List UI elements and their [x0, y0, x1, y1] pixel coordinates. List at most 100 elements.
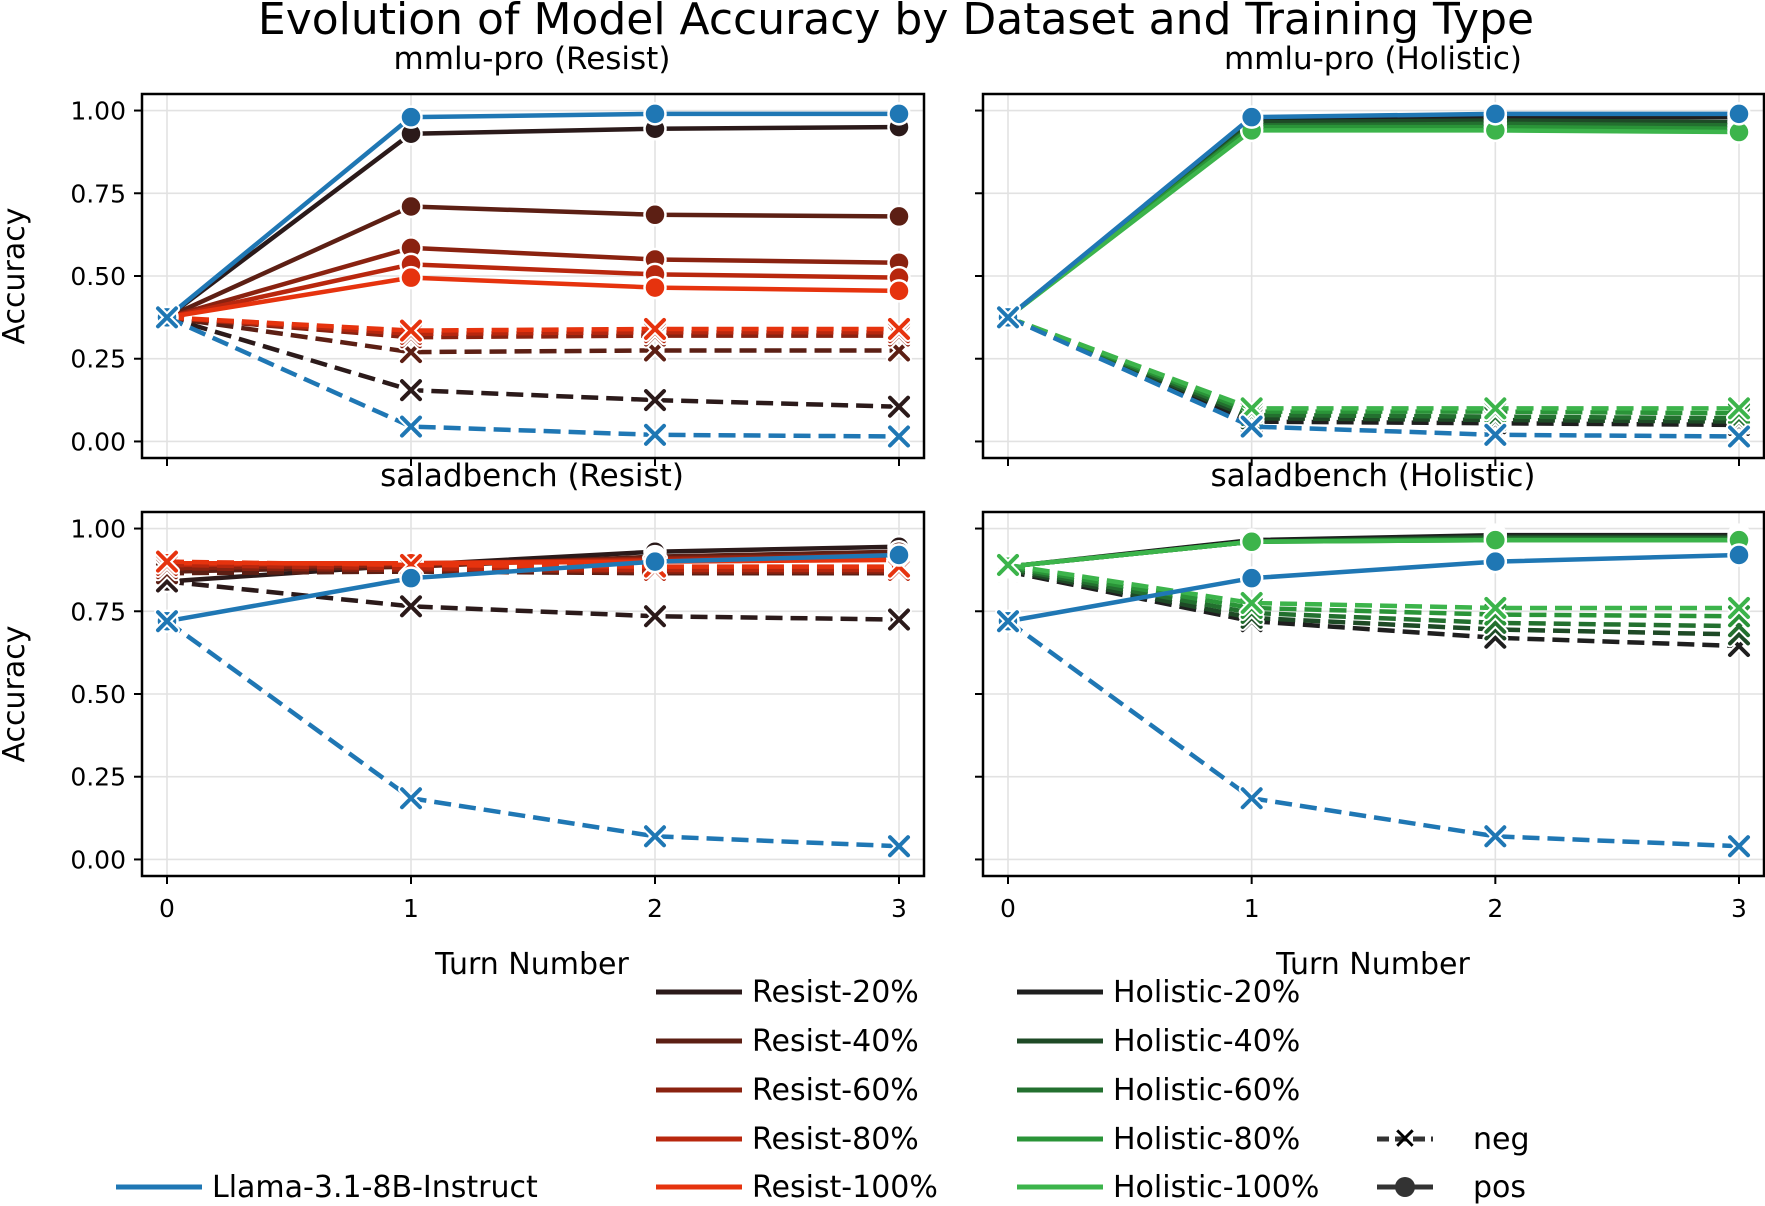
series-line-holistic-100-neg [1007, 562, 1739, 611]
series-line-resist-100-neg [166, 315, 899, 333]
series-line-resist-80-neg [166, 315, 899, 337]
y-tick-label: 0.75 [70, 597, 126, 626]
series-line-resist-20-pos [165, 124, 900, 320]
series-line-llama-3-1-8b-instruct-neg [1007, 315, 1740, 439]
series-line-resist-40-neg [166, 315, 899, 355]
data-point-neg [888, 317, 910, 340]
data-point-neg [888, 395, 910, 418]
data-point-pos [1483, 102, 1508, 126]
series-line-resist-20-neg [166, 315, 900, 409]
series-line-holistic-20-pos [1006, 114, 1739, 320]
data-point-neg [997, 553, 1019, 576]
series-line-resist-60-neg [166, 315, 899, 340]
data-point-neg [644, 605, 666, 628]
data-point-neg [1484, 596, 1507, 619]
series-line-holistic-40-neg [1007, 315, 1740, 424]
legend-label-resist-80: Resist-80% [752, 1122, 919, 1157]
legend-label-baseline: Llama-3.1-8B-Instruct [212, 1170, 538, 1205]
data-point-neg [400, 379, 422, 402]
x-tick-label: 2 [1487, 894, 1503, 923]
panel-saladbench-holistic: 0 1 2 3 [975, 510, 1765, 923]
data-point-neg [400, 595, 422, 618]
data-point-neg [1240, 397, 1263, 420]
x-tick-label: 1 [403, 894, 419, 923]
series-line-resist-20-neg [166, 579, 900, 622]
figure-title: Evolution of Model Accuracy by Dataset a… [258, 0, 1534, 45]
data-point-neg [644, 423, 666, 446]
series-line-llama-3-1-8b-instruct-neg [1006, 619, 1740, 849]
series-line-llama-3-1-8b-instruct-pos [166, 552, 900, 624]
axes-frame [981, 510, 1765, 878]
legend-label-holistic-100: Holistic-100% [1113, 1170, 1319, 1205]
data-point-neg [997, 610, 1019, 633]
data-point-neg [1728, 425, 1750, 448]
legend-label-pos: pos [1473, 1170, 1526, 1205]
x-tick-label: 0 [1000, 894, 1016, 923]
data-point-neg [1240, 592, 1263, 614]
data-point-pos [1483, 528, 1508, 552]
y-tick-label: 1.00 [70, 97, 126, 126]
data-point-pos [643, 203, 667, 227]
axes-frame [981, 92, 1765, 460]
legend-marker-pos [1395, 1177, 1415, 1197]
data-point-neg [888, 608, 910, 631]
data-point-neg [156, 306, 178, 329]
data-point-neg [888, 425, 910, 448]
series-line-holistic-80-pos [1006, 124, 1740, 320]
series-line-resist-80-pos [166, 262, 900, 320]
y-tick-label: 0.00 [70, 845, 126, 874]
panel-mmlu-holistic [975, 92, 1765, 466]
legend-label-resist-60: Resist-60% [752, 1073, 919, 1108]
data-point-pos [399, 105, 423, 129]
legend-label-holistic-80: Holistic-80% [1113, 1122, 1300, 1157]
series-line-holistic-80-neg [1007, 315, 1740, 416]
data-point-neg [400, 319, 422, 342]
data-point-pos [887, 204, 911, 229]
data-point-pos [643, 549, 667, 574]
data-point-pos [399, 566, 423, 590]
data-point-neg [644, 317, 666, 340]
legend-label-resist-100: Resist-100% [752, 1170, 938, 1205]
series-line-resist-100-pos [167, 557, 900, 566]
data-point-neg [1240, 787, 1263, 810]
data-point-neg [644, 389, 666, 412]
series-line-llama-3-1-8b-instruct-pos [165, 111, 899, 320]
series-line-holistic-100-neg [1007, 315, 1739, 411]
y-tick-label: 0.00 [70, 427, 126, 456]
x-axis-label-right: Turn Number [1275, 947, 1470, 982]
data-point-neg [156, 550, 178, 573]
data-point-pos [887, 102, 911, 126]
y-tick-label: 0.25 [70, 763, 126, 792]
series-line-llama-3-1-8b-instruct-neg [166, 315, 900, 439]
data-point-pos [1483, 549, 1508, 574]
data-point-neg [1484, 397, 1507, 420]
data-point-neg [400, 787, 422, 810]
panel-mmlu-resist: 0.00 0.25 0.50 0.75 1.00 [70, 92, 926, 466]
x-axis-label-left: Turn Number [434, 947, 629, 982]
panel-title-mmlu-resist: mmlu-pro (Resist) [394, 41, 671, 77]
chart-panels: 0.00 0.25 0.50 0.75 1.00 0.00 0.25 0.50 0.75 1.00… [70, 92, 1765, 923]
series-line-holistic-80-neg [1007, 564, 1740, 619]
data-point-pos [887, 543, 911, 567]
legend: Resist-20% Resist-40% Resist-60% Resist-… [116, 975, 1530, 1205]
y-axis-label-bottom: Accuracy [0, 626, 32, 763]
legend-label-holistic-60: Holistic-60% [1113, 1073, 1300, 1108]
series-line-holistic-40-pos [1006, 118, 1740, 320]
series-line-holistic-60-neg [1007, 566, 1740, 629]
series-line-holistic-100-pos [1006, 128, 1740, 320]
data-point-neg [1728, 397, 1750, 420]
y-tick-label: 0.25 [70, 345, 126, 374]
x-tick-label: 3 [891, 894, 907, 923]
x-tick-label: 2 [647, 894, 663, 923]
panel-saladbench-resist: 0.00 0.25 0.50 0.75 1.00 0 1 2 3 [70, 510, 926, 923]
data-point-pos [399, 265, 423, 290]
x-tick-label: 0 [159, 894, 175, 923]
y-tick-label: 1.00 [70, 515, 126, 544]
data-point-neg [1484, 423, 1507, 446]
series-line-llama-3-1-8b-instruct-neg [165, 619, 900, 849]
data-point-pos [399, 194, 423, 219]
data-point-pos [1239, 566, 1264, 590]
data-point-neg [1240, 415, 1263, 438]
axes-frame [140, 92, 926, 460]
